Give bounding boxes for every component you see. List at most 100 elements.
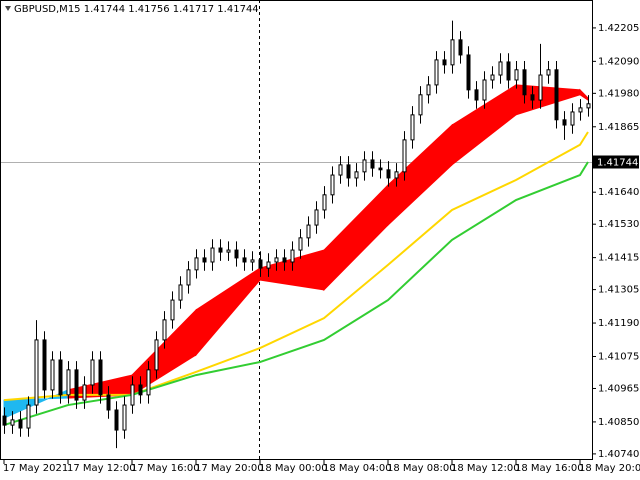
candle-body bbox=[130, 384, 135, 406]
candle-body bbox=[98, 359, 103, 396]
candle-body bbox=[74, 369, 79, 401]
y-tick-label: 1.41640 bbox=[598, 187, 639, 198]
y-tick-label: 1.41980 bbox=[598, 88, 639, 99]
candle-body bbox=[178, 284, 183, 301]
chart-title: GBPUSD,M15 1.41744 1.41756 1.41717 1.417… bbox=[14, 4, 259, 15]
candle-body bbox=[386, 169, 391, 179]
x-tick-label: 17 May 20:00 bbox=[195, 463, 264, 474]
x-tick-label: 18 May 20:00 bbox=[579, 463, 640, 474]
candle-body bbox=[170, 299, 175, 321]
candle-body bbox=[562, 119, 567, 126]
candle-body bbox=[466, 54, 471, 91]
x-tick-label: 18 May 00:00 bbox=[259, 463, 328, 474]
candle-body bbox=[26, 404, 31, 429]
y-tick-label: 1.40740 bbox=[598, 449, 639, 460]
candle-body bbox=[306, 224, 311, 239]
candle-body bbox=[442, 59, 447, 66]
candle-body bbox=[218, 247, 223, 253]
current-price-label: 1.41744 bbox=[597, 158, 638, 169]
candle-body bbox=[258, 259, 263, 269]
candle-body bbox=[434, 59, 439, 86]
candle-body bbox=[522, 69, 527, 96]
y-tick-label: 1.41305 bbox=[598, 285, 639, 296]
moving-average bbox=[3, 161, 589, 427]
candle-body bbox=[346, 164, 351, 179]
candle-body bbox=[402, 139, 407, 173]
candle-body bbox=[210, 247, 215, 263]
x-tick-label: 18 May 04:00 bbox=[323, 463, 392, 474]
moving-average bbox=[3, 131, 589, 402]
candle-body bbox=[498, 61, 503, 76]
candle-body bbox=[2, 415, 7, 426]
plot-frame bbox=[0, 0, 593, 460]
candle-body bbox=[418, 94, 423, 116]
candle-body bbox=[450, 39, 455, 66]
candle-body bbox=[362, 159, 367, 173]
plot-area bbox=[0, 0, 592, 460]
candle-body bbox=[370, 159, 375, 169]
candle-body bbox=[10, 419, 15, 426]
candle-body bbox=[586, 103, 591, 109]
x-tick-label: 18 May 12:00 bbox=[451, 463, 520, 474]
candle-body bbox=[114, 409, 119, 431]
candle-body bbox=[458, 39, 463, 56]
y-tick-label: 1.41530 bbox=[598, 219, 639, 230]
y-tick-label: 1.41075 bbox=[598, 351, 639, 362]
x-tick-label: 17 May 16:00 bbox=[131, 463, 200, 474]
candle-body bbox=[290, 249, 295, 263]
candle-body bbox=[266, 261, 271, 269]
candle-body bbox=[530, 94, 535, 101]
candle-body bbox=[426, 84, 431, 96]
candle-body bbox=[330, 174, 335, 196]
candle-body bbox=[122, 404, 127, 431]
x-tick-label: 17 May 2021 bbox=[3, 463, 68, 474]
candle-body bbox=[18, 419, 23, 429]
candle-body bbox=[58, 359, 63, 396]
x-tick-label: 18 May 16:00 bbox=[515, 463, 584, 474]
candle-body bbox=[506, 61, 511, 81]
candle-body bbox=[242, 257, 247, 263]
candle-body bbox=[186, 269, 191, 286]
candle-body bbox=[146, 369, 151, 396]
y-tick-label: 1.42090 bbox=[598, 56, 639, 67]
candle-body bbox=[322, 194, 327, 211]
candle-body bbox=[82, 384, 87, 401]
candle-body bbox=[274, 257, 279, 263]
candle-body bbox=[42, 339, 47, 391]
candle-body bbox=[234, 249, 239, 259]
candle-body bbox=[66, 369, 71, 396]
candle-body bbox=[538, 74, 543, 101]
y-tick-label: 1.40965 bbox=[598, 383, 639, 394]
candle-body bbox=[250, 259, 255, 263]
candle-body bbox=[226, 249, 231, 253]
candle-body bbox=[338, 164, 343, 176]
candle-body bbox=[282, 257, 287, 263]
candle-body bbox=[298, 237, 303, 251]
candle-body bbox=[202, 257, 207, 263]
candle-body bbox=[570, 111, 575, 126]
y-tick-label: 1.40850 bbox=[598, 417, 639, 428]
candle-body bbox=[50, 359, 55, 391]
candle-body bbox=[106, 394, 111, 411]
candle-body bbox=[378, 167, 383, 171]
y-tick-label: 1.41865 bbox=[598, 122, 639, 133]
candle-body bbox=[162, 319, 167, 341]
candle-body bbox=[410, 114, 415, 141]
candle-body bbox=[154, 339, 159, 371]
y-tick-label: 1.42205 bbox=[598, 23, 639, 34]
symbol-icon bbox=[5, 6, 11, 11]
candle-body bbox=[194, 257, 199, 271]
candle-body bbox=[554, 69, 559, 121]
candle-body bbox=[90, 359, 95, 386]
candle-body bbox=[394, 171, 399, 179]
candle-body bbox=[490, 74, 495, 81]
candle-body bbox=[514, 69, 519, 81]
current-price-box bbox=[593, 155, 639, 169]
candle-body bbox=[578, 107, 583, 113]
candle-body bbox=[34, 339, 39, 406]
y-tick-label: 1.41190 bbox=[598, 318, 639, 329]
candle-body bbox=[314, 209, 319, 226]
